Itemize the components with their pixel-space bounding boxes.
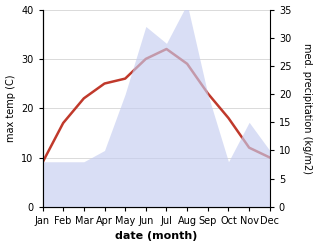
X-axis label: date (month): date (month) [115, 231, 197, 242]
Y-axis label: max temp (C): max temp (C) [5, 74, 16, 142]
Y-axis label: med. precipitation (kg/m2): med. precipitation (kg/m2) [302, 43, 313, 174]
